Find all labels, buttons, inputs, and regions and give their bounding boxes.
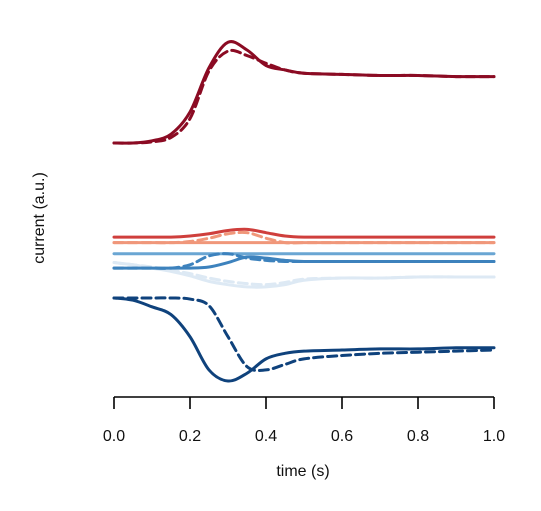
x-tick-layer: 0.0 0.2 0.4 0.6 0.8 1.0 bbox=[103, 397, 505, 445]
series-line-7-dashed bbox=[112, 252, 496, 270]
series-layer bbox=[112, 40, 496, 383]
series-line-10-solid bbox=[112, 296, 496, 383]
series-line-11-dashed bbox=[112, 296, 496, 373]
x-tick-label: 0.8 bbox=[407, 428, 429, 445]
series-line-2-solid bbox=[112, 227, 496, 239]
x-axis-label: time (s) bbox=[276, 463, 329, 480]
series-line-8-solid bbox=[112, 261, 496, 289]
x-tick-label: 0.4 bbox=[255, 428, 277, 445]
x-tick-label: 0.0 bbox=[103, 428, 125, 445]
series-line-1-dashed bbox=[112, 48, 496, 145]
series-line-0-solid bbox=[112, 40, 496, 145]
y-axis-label: current (a.u.) bbox=[31, 172, 48, 264]
series-line-4-dashed bbox=[112, 230, 496, 245]
x-tick-label: 0.6 bbox=[331, 428, 353, 445]
x-tick-label: 1.0 bbox=[483, 428, 505, 445]
x-tick-label: 0.2 bbox=[179, 428, 201, 445]
